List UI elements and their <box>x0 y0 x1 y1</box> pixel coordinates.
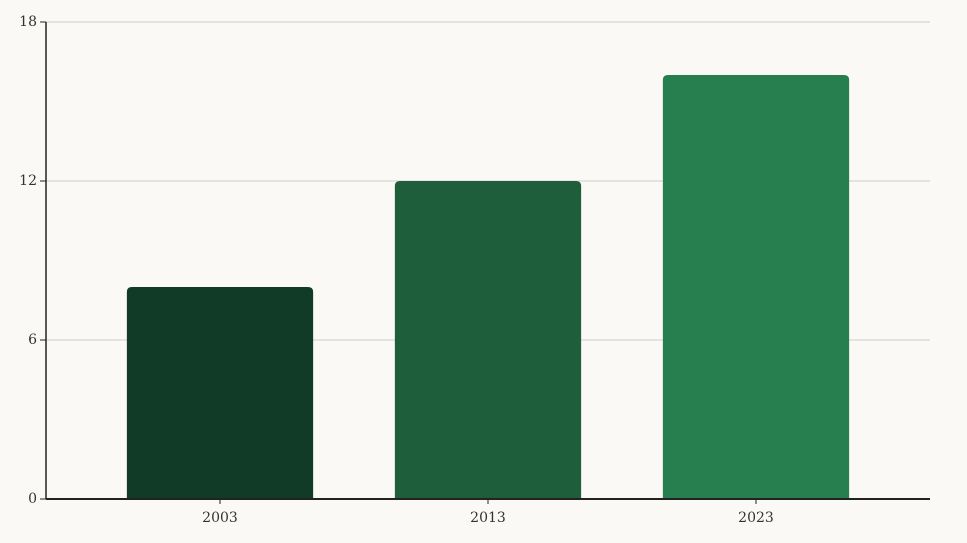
bar <box>126 287 314 499</box>
bar <box>394 181 582 499</box>
x-tick-label: 2023 <box>738 510 774 526</box>
x-tick-label: 2003 <box>202 510 238 526</box>
x-tick-label: 2013 <box>470 510 506 526</box>
y-tick-label: 12 <box>19 173 37 189</box>
y-tick-label: 0 <box>28 491 37 507</box>
y-tick-label: 18 <box>19 14 37 30</box>
y-tick-label: 6 <box>28 332 37 348</box>
bar <box>662 75 850 499</box>
